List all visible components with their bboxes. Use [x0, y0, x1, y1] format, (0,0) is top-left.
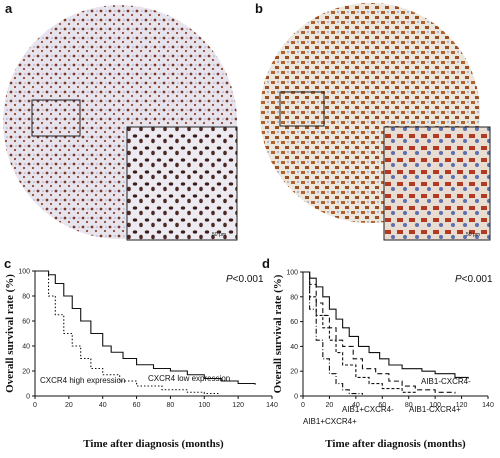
inset-image	[383, 126, 491, 241]
survival-curve	[303, 271, 469, 379]
x-tick-label: 120	[456, 402, 468, 409]
curve-label: CXCR4 high expression	[40, 376, 125, 385]
y-tick-label: 0	[294, 394, 298, 401]
curve-label: AIB1-CXCR4+	[409, 405, 461, 414]
x-tick-label: 20	[65, 402, 73, 409]
y-tick-label: 60	[22, 319, 30, 326]
p-symbol: P	[226, 274, 233, 285]
survival-curve	[303, 271, 456, 394]
zoom-box	[279, 91, 325, 127]
y-axis-title: Overall survival rate (%)	[4, 274, 16, 393]
scale-bar: 50 μm	[466, 232, 480, 238]
y-tick-label: 80	[22, 294, 30, 301]
x-tick-label: 60	[378, 402, 386, 409]
panel-label: b	[255, 1, 263, 16]
x-tick-label: 140	[266, 402, 278, 409]
x-tick-label: 80	[167, 402, 175, 409]
survival-curve	[35, 270, 219, 395]
y-tick-label: 60	[290, 319, 298, 326]
y-tick-label: 20	[22, 369, 30, 376]
curve-label: AIB1-CXCR4-	[421, 377, 471, 386]
panel-label: a	[5, 1, 13, 16]
y-axis-title: Overall survival rate (%)	[272, 274, 284, 393]
scale-bar: 50 μm	[212, 232, 226, 238]
x-tick-label: 140	[482, 402, 494, 409]
x-tick-label: 0	[33, 402, 37, 409]
x-tick-label: 40	[99, 402, 107, 409]
zoom-box	[31, 99, 81, 137]
p-value: P<0.001	[226, 274, 264, 285]
curve-label: CXCR4 low expression	[148, 374, 230, 383]
p-symbol: P	[455, 274, 462, 285]
y-tick-label: 100	[18, 269, 30, 276]
x-tick-label: 120	[232, 402, 244, 409]
panel-label: c	[4, 256, 11, 271]
panel-label: d	[262, 256, 270, 271]
x-tick-label: 60	[133, 402, 141, 409]
x-tick-label: 20	[326, 402, 334, 409]
survival-curve	[303, 271, 416, 394]
y-tick-label: 100	[286, 270, 298, 277]
y-tick-label: 0	[26, 394, 30, 401]
x-tick-label: 0	[301, 402, 305, 409]
x-tick-label: 100	[198, 402, 210, 409]
y-tick-label: 20	[290, 369, 298, 376]
p-text: <0.001	[233, 274, 264, 285]
curve-label: AIB1+CXCR4+	[303, 417, 357, 426]
p-value: P<0.001	[455, 274, 493, 285]
p-text: <0.001	[462, 274, 493, 285]
x-axis-title: Time after diagnosis (months)	[325, 438, 466, 450]
x-tick-label: 80	[405, 402, 413, 409]
survival-curve	[303, 271, 364, 395]
x-tick-label: 40	[352, 402, 360, 409]
y-tick-label: 40	[290, 344, 298, 351]
survival-curve	[35, 270, 256, 385]
y-tick-label: 80	[290, 294, 298, 301]
x-tick-label: 100	[429, 402, 441, 409]
curve-label: AIB1+CXCR4-	[342, 405, 394, 414]
y-tick-label: 40	[22, 344, 30, 351]
inset-image	[126, 126, 238, 241]
x-axis-title: Time after diagnosis (months)	[83, 438, 224, 450]
